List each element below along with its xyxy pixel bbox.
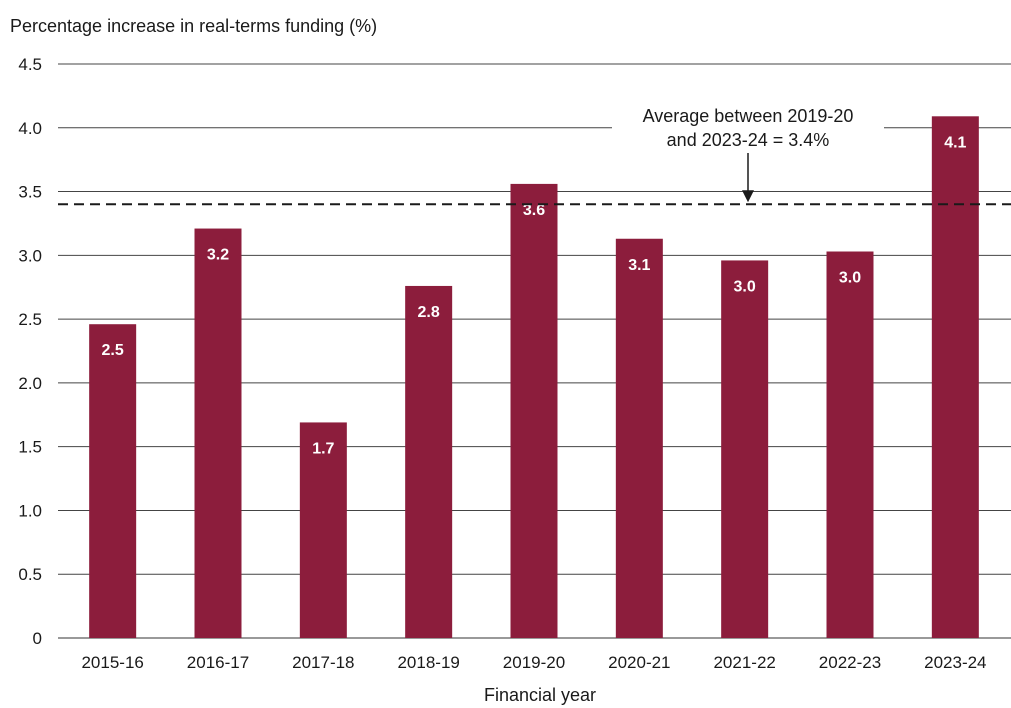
bar — [299, 422, 347, 638]
x-tick-label: 2019-20 — [503, 653, 565, 672]
y-tick-label: 3.0 — [18, 246, 42, 265]
x-tick-label: 2022-23 — [819, 653, 881, 672]
y-tick-label: 2.5 — [18, 310, 42, 329]
data-label: 3.0 — [839, 270, 861, 287]
data-label: 4.1 — [944, 134, 966, 151]
data-label: 3.0 — [734, 278, 756, 295]
x-tick-label: 2017-18 — [292, 653, 354, 672]
average-annotation-line2: and 2023-24 = 3.4% — [667, 130, 830, 150]
y-tick-label: 4.5 — [18, 55, 42, 74]
y-axis-ticks: 0 0.5 1.0 1.5 2.0 2.5 3.0 3.5 4.0 4.5 — [18, 55, 42, 648]
bar — [931, 116, 979, 638]
x-tick-label: 2020-21 — [608, 653, 670, 672]
bar — [405, 285, 453, 638]
y-tick-label: 3.5 — [18, 183, 42, 202]
data-label: 3.2 — [207, 247, 229, 264]
bar — [826, 251, 874, 639]
bar — [510, 183, 558, 638]
data-label: 2.5 — [102, 342, 124, 359]
x-tick-label: 2018-19 — [397, 653, 459, 672]
y-axis-title: Percentage increase in real-terms fundin… — [10, 16, 377, 36]
data-label: 2.8 — [418, 304, 440, 321]
average-annotation-line1: Average between 2019-20 — [643, 106, 854, 126]
bar — [89, 324, 137, 638]
bar — [194, 228, 242, 638]
y-tick-label: 0 — [33, 629, 42, 648]
bar — [615, 238, 663, 639]
reference-line-group: Average between 2019-20 and 2023-24 = 3.4… — [58, 103, 1011, 206]
x-tick-label: 2015-16 — [81, 653, 143, 672]
data-label: 3.6 — [523, 202, 545, 219]
data-label: 1.7 — [312, 440, 334, 457]
y-tick-label: 1.0 — [18, 501, 42, 520]
x-axis-title: Financial year — [484, 685, 596, 705]
y-tick-label: 2.0 — [18, 374, 42, 393]
annotation-background — [612, 103, 884, 151]
data-label: 3.1 — [628, 257, 650, 274]
x-axis-ticks: 2015-16 2016-17 2017-18 2018-19 2019-20 2020-… — [81, 653, 986, 672]
x-tick-label: 2023-24 — [924, 653, 986, 672]
y-tick-label: 4.0 — [18, 119, 42, 138]
x-tick-label: 2016-17 — [187, 653, 249, 672]
y-tick-label: 1.5 — [18, 438, 42, 457]
bars: 2.5 3.2 1.7 2.8 3.6 3.1 3.0 3.0 4.1 — [89, 116, 979, 639]
x-tick-label: 2021-22 — [713, 653, 775, 672]
y-tick-label: 0.5 — [18, 565, 42, 584]
annotation-arrow-head — [742, 190, 754, 203]
bar — [721, 260, 769, 638]
